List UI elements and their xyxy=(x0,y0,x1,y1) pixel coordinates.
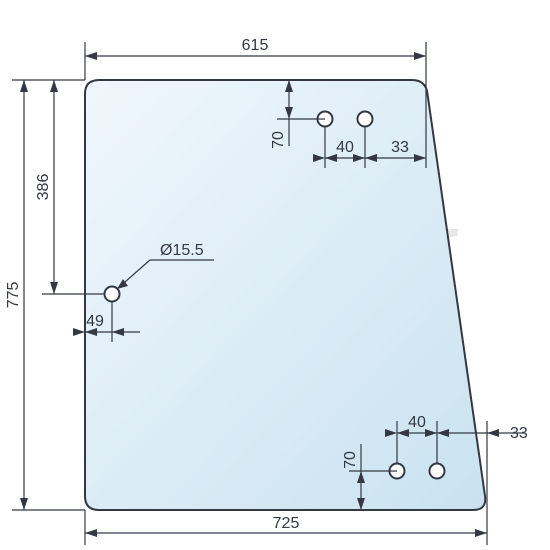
dim-value-49: 49 xyxy=(86,313,104,330)
dim-value-bot-70: 70 xyxy=(342,451,359,469)
dim-value-top-70: 70 xyxy=(270,131,287,149)
dim-value-dia: Ø15.5 xyxy=(160,242,204,259)
dim-bottom-725: 725 xyxy=(85,510,487,545)
dim-value-725: 725 xyxy=(273,515,300,532)
dim-value-386: 386 xyxy=(35,174,52,201)
dim-left-775: 775 xyxy=(5,80,85,510)
dim-value-top-40: 40 xyxy=(336,139,354,156)
dim-value-bot-33: 33 xyxy=(510,425,528,442)
dim-value-775: 775 xyxy=(5,282,22,309)
dim-value-615: 615 xyxy=(242,37,269,54)
dim-value-top-33: 33 xyxy=(391,139,409,156)
dim-value-bot-40: 40 xyxy=(408,414,426,431)
drawing-canvas: MM 615 725 775 386 xyxy=(0,0,550,550)
dim-top-615: 615 xyxy=(85,37,426,80)
hole-top-right xyxy=(358,112,373,127)
hole-bottom-right xyxy=(430,464,445,479)
